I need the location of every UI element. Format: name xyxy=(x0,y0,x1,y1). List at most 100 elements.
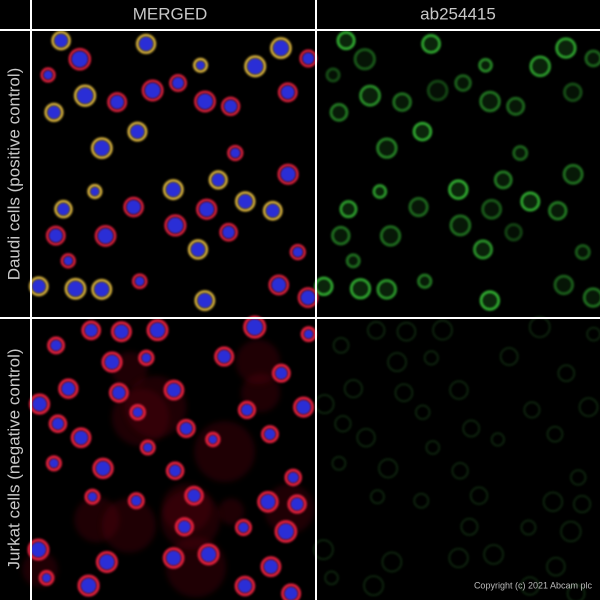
nucleus xyxy=(223,99,238,114)
membrane xyxy=(193,57,208,73)
nucleus xyxy=(195,60,206,70)
green-signal xyxy=(366,320,386,340)
green-signal xyxy=(483,543,505,565)
nucleus xyxy=(296,399,312,415)
nucleus xyxy=(290,497,304,511)
membrane xyxy=(92,457,114,479)
green-signal xyxy=(529,55,551,77)
nucleus xyxy=(130,495,142,507)
nucleus xyxy=(177,520,191,534)
membrane xyxy=(176,418,196,438)
membrane xyxy=(257,491,279,513)
green-signal xyxy=(569,469,587,486)
membrane xyxy=(51,30,71,51)
nucleus xyxy=(264,428,276,441)
green-signal xyxy=(381,551,403,573)
green-signal xyxy=(566,584,586,600)
membrane xyxy=(123,196,144,218)
membrane xyxy=(164,214,187,237)
membrane xyxy=(139,439,156,456)
membrane xyxy=(234,519,252,537)
membrane xyxy=(219,222,238,242)
green-signal xyxy=(546,425,564,443)
nucleus xyxy=(73,430,89,445)
nucleus xyxy=(165,182,181,198)
membrane xyxy=(101,351,123,373)
green-signal xyxy=(339,200,358,219)
green-signal xyxy=(545,556,566,577)
haze xyxy=(235,339,281,385)
nucleus xyxy=(54,33,68,48)
membrane xyxy=(214,346,235,367)
nucleus xyxy=(292,246,304,258)
nucleus xyxy=(57,202,70,216)
green-signal xyxy=(408,197,429,217)
nucleus xyxy=(61,381,76,396)
green-signal xyxy=(454,74,472,92)
nucleus xyxy=(95,460,111,476)
nucleus xyxy=(104,354,120,370)
membrane xyxy=(162,547,185,569)
green-signal xyxy=(396,321,417,342)
green-signal xyxy=(481,198,502,220)
nucleus xyxy=(71,50,89,68)
row-label: Daudi cells (positive control) xyxy=(4,68,23,281)
green-signal xyxy=(504,223,523,242)
membrane xyxy=(297,287,319,308)
green-signal xyxy=(421,34,441,54)
nucleus xyxy=(30,541,47,558)
nucleus xyxy=(272,40,289,57)
nucleus xyxy=(50,339,62,352)
membrane xyxy=(277,163,299,185)
green-signal xyxy=(479,290,500,311)
nucleus xyxy=(302,52,315,65)
nucleus xyxy=(300,290,316,306)
nucleus xyxy=(93,140,110,157)
membrane xyxy=(45,455,62,472)
green-signal xyxy=(379,225,402,247)
membrane xyxy=(110,321,132,343)
membrane xyxy=(187,239,209,260)
nucleus xyxy=(287,471,299,484)
membrane xyxy=(74,84,97,107)
nucleus xyxy=(142,442,153,453)
green-signal xyxy=(582,287,600,308)
membrane xyxy=(127,121,148,142)
membrane xyxy=(146,319,169,342)
nucleus xyxy=(98,554,115,570)
nucleus xyxy=(31,279,46,294)
membrane xyxy=(127,492,145,510)
membrane xyxy=(162,179,184,200)
green-signal xyxy=(363,575,385,597)
nucleus xyxy=(97,227,114,244)
nucleus xyxy=(130,124,145,139)
membrane xyxy=(58,378,79,399)
nucleus xyxy=(134,276,145,287)
membrane xyxy=(205,431,221,448)
green-signal xyxy=(312,539,334,561)
membrane xyxy=(165,461,185,481)
membrane xyxy=(87,184,103,199)
membrane xyxy=(244,55,267,78)
membrane xyxy=(136,33,157,54)
membrane xyxy=(196,198,218,220)
green-signal xyxy=(479,90,501,113)
membrane xyxy=(129,403,147,421)
nucleus xyxy=(237,194,253,209)
green-signal xyxy=(331,455,347,471)
green-signal xyxy=(499,347,519,367)
nucleus xyxy=(208,434,218,445)
green-signal xyxy=(506,96,525,116)
membrane xyxy=(174,517,194,537)
nucleus xyxy=(138,36,154,52)
membrane xyxy=(227,144,244,162)
nucleus xyxy=(237,522,249,534)
green-signal xyxy=(372,184,388,199)
nucleus xyxy=(84,323,98,338)
membrane xyxy=(260,556,282,577)
haze xyxy=(218,498,245,525)
nucleus xyxy=(237,578,253,594)
green-signal xyxy=(448,547,469,569)
nucleus xyxy=(265,203,280,218)
nucleus xyxy=(277,523,295,540)
